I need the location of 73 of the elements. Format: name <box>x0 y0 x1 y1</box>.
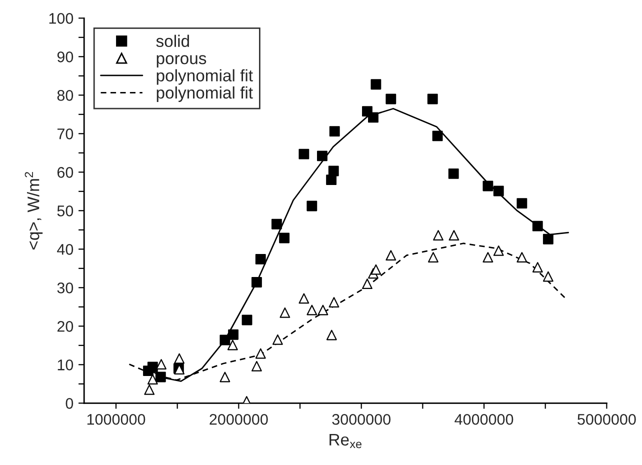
point <box>242 314 252 326</box>
x-tick-label: 5000000 <box>578 414 636 425</box>
point <box>272 334 283 345</box>
point <box>174 353 185 364</box>
point <box>156 359 166 370</box>
point <box>318 304 328 316</box>
point <box>370 79 382 90</box>
legend-label: polynomial fit <box>156 69 253 85</box>
point <box>306 304 318 316</box>
point <box>448 168 459 179</box>
point <box>329 126 340 137</box>
point <box>255 254 266 264</box>
point <box>147 362 158 372</box>
point <box>298 293 310 304</box>
point <box>144 384 155 395</box>
legend-label: porous <box>156 55 206 68</box>
point <box>255 348 266 359</box>
point <box>493 245 504 256</box>
x-tick-label: 2000000 <box>210 414 268 425</box>
point <box>280 307 290 318</box>
y-tick-label: 70 <box>57 128 74 140</box>
x-tick-label: 4000000 <box>454 414 514 425</box>
point <box>328 166 339 176</box>
point <box>251 360 262 372</box>
point <box>326 174 336 186</box>
y-tick-label: 90 <box>57 52 74 62</box>
point <box>482 252 494 262</box>
y-tick-label: 30 <box>57 282 74 294</box>
point <box>386 94 396 104</box>
y-axis-title: <q>, W/m$^{2}$ <box>24 172 43 250</box>
x-axis-title: Re$_{xe}$ <box>330 434 362 448</box>
point <box>386 250 396 261</box>
point <box>306 200 318 212</box>
point <box>432 130 443 142</box>
point <box>147 374 158 384</box>
y-tick-label: 0 <box>66 398 74 409</box>
point <box>427 94 438 104</box>
point <box>516 252 528 262</box>
point <box>532 262 543 272</box>
y-tick-label: 20 <box>57 321 74 332</box>
point <box>328 297 340 308</box>
point <box>433 230 444 240</box>
y-tick-label: 40 <box>57 244 74 255</box>
point <box>493 186 504 196</box>
y-tick-label: 100 <box>49 13 74 24</box>
point <box>317 150 328 162</box>
legend-label: polynomial fit <box>156 86 253 102</box>
point <box>298 148 310 160</box>
point <box>227 340 238 350</box>
point <box>220 372 230 382</box>
point <box>326 330 337 340</box>
x-tick-label: 1000000 <box>87 414 146 425</box>
point <box>155 372 166 382</box>
point <box>428 252 438 262</box>
y-tick-label: 50 <box>57 206 74 216</box>
point <box>542 234 554 244</box>
point <box>362 278 372 290</box>
y-tick-label: 60 <box>57 167 74 178</box>
point <box>228 329 238 340</box>
point <box>542 271 554 282</box>
point <box>368 112 378 123</box>
point <box>448 230 460 240</box>
point <box>279 232 290 244</box>
point <box>516 198 528 209</box>
point <box>251 277 262 288</box>
point <box>482 180 494 192</box>
x-tick-label: 3000000 <box>332 414 390 425</box>
y-tick-label: 80 <box>57 90 74 101</box>
legend-label: solid <box>156 34 189 48</box>
point <box>271 218 282 230</box>
y-tick-label: 10 <box>58 360 74 370</box>
point <box>532 220 543 232</box>
point <box>370 264 382 275</box>
